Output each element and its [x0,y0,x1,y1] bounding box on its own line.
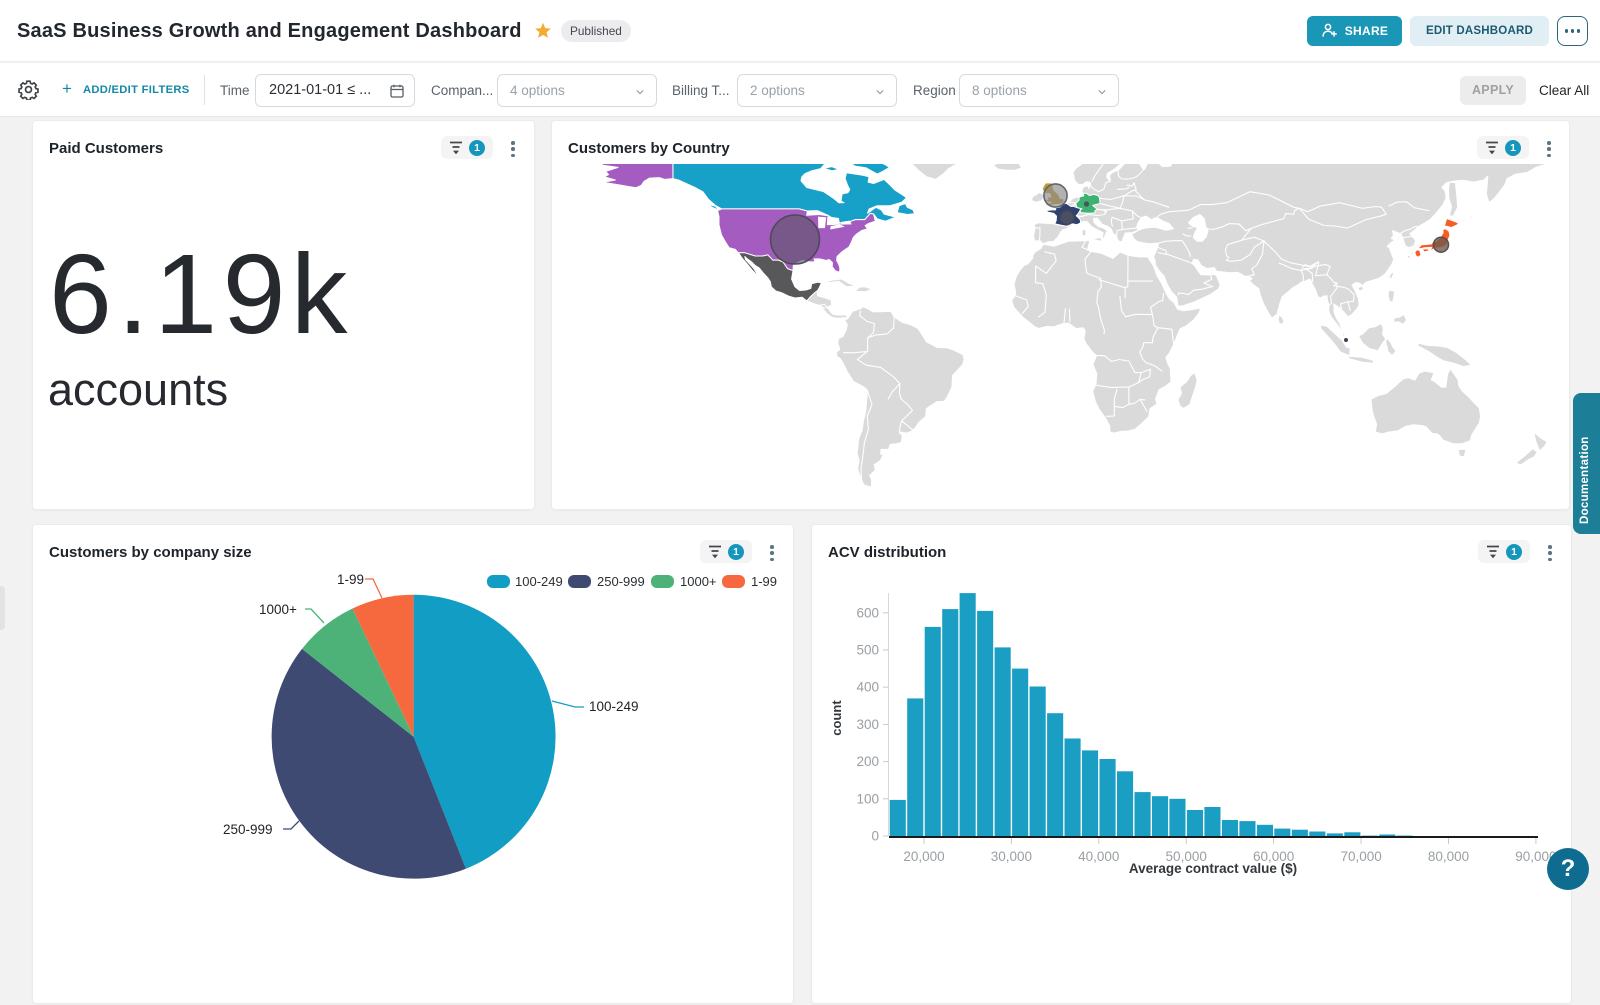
svg-text:500: 500 [856,643,879,658]
svg-text:0: 0 [871,829,879,844]
svg-text:20,000: 20,000 [903,849,944,864]
svg-text:400: 400 [856,680,879,695]
svg-text:200: 200 [856,754,879,769]
svg-text:40,000: 40,000 [1078,849,1119,864]
svg-text:Average contract value ($): Average contract value ($) [1129,861,1297,876]
svg-text:count: count [829,700,844,736]
svg-text:70,000: 70,000 [1340,849,1381,864]
svg-text:300: 300 [856,717,879,732]
svg-text:100: 100 [856,791,879,806]
svg-text:600: 600 [856,605,879,620]
svg-text:80,000: 80,000 [1428,849,1469,864]
svg-text:30,000: 30,000 [991,849,1032,864]
